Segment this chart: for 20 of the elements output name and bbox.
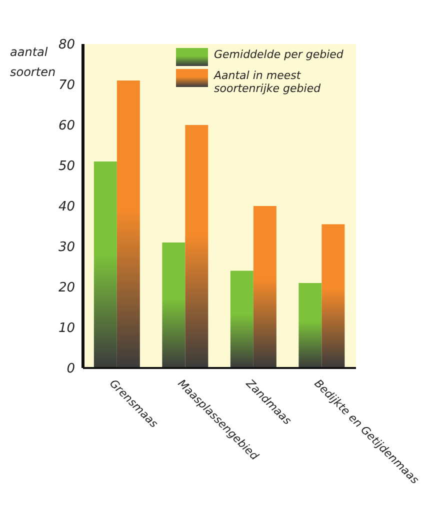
bar: [298, 282, 322, 368]
legend-label: Aantal in meest soortenrijke gebied: [214, 69, 322, 95]
bar: [94, 161, 117, 368]
bar: [116, 80, 140, 368]
y-tick-label: 50: [58, 159, 75, 174]
bar: [162, 242, 186, 368]
y-tick-label: 60: [58, 118, 75, 134]
y-tick-label: 80: [58, 38, 75, 53]
y-tick-label: 40: [58, 200, 75, 215]
y-tick-label: 0: [66, 362, 75, 377]
bar: [253, 206, 276, 368]
bar: [230, 270, 254, 368]
bar: [185, 125, 208, 368]
y-axis-title: aantal soorten: [10, 45, 56, 79]
bar: [322, 224, 345, 368]
legend-label: Gemiddelde per gebied: [214, 48, 344, 61]
y-tick-label: 10: [58, 321, 75, 336]
y-tick-label: 30: [58, 240, 75, 256]
y-tick-label: 20: [58, 280, 75, 296]
y-tick-label: 70: [58, 78, 75, 94]
